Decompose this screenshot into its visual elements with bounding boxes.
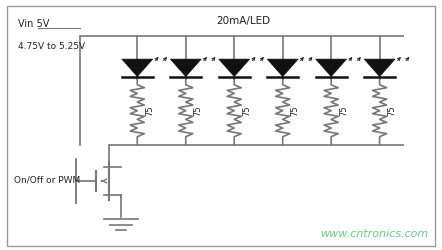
Text: 20mA/LED: 20mA/LED <box>216 16 270 26</box>
Polygon shape <box>122 59 152 76</box>
Text: 75: 75 <box>145 106 154 116</box>
Text: 4.75V to 5.25V: 4.75V to 5.25V <box>18 42 85 51</box>
Polygon shape <box>364 59 395 76</box>
Text: 75: 75 <box>388 106 396 116</box>
Text: 75: 75 <box>291 106 300 116</box>
Text: 75: 75 <box>194 106 203 116</box>
Text: www.cntronics.com: www.cntronics.com <box>320 229 428 239</box>
Text: 75: 75 <box>242 106 251 116</box>
Polygon shape <box>170 59 201 76</box>
Text: On/Off or PWM: On/Off or PWM <box>14 175 80 184</box>
Text: 75: 75 <box>339 106 348 116</box>
Text: Vin 5V: Vin 5V <box>18 19 50 29</box>
FancyBboxPatch shape <box>8 6 434 246</box>
Polygon shape <box>219 59 250 76</box>
Polygon shape <box>316 59 347 76</box>
Polygon shape <box>267 59 298 76</box>
